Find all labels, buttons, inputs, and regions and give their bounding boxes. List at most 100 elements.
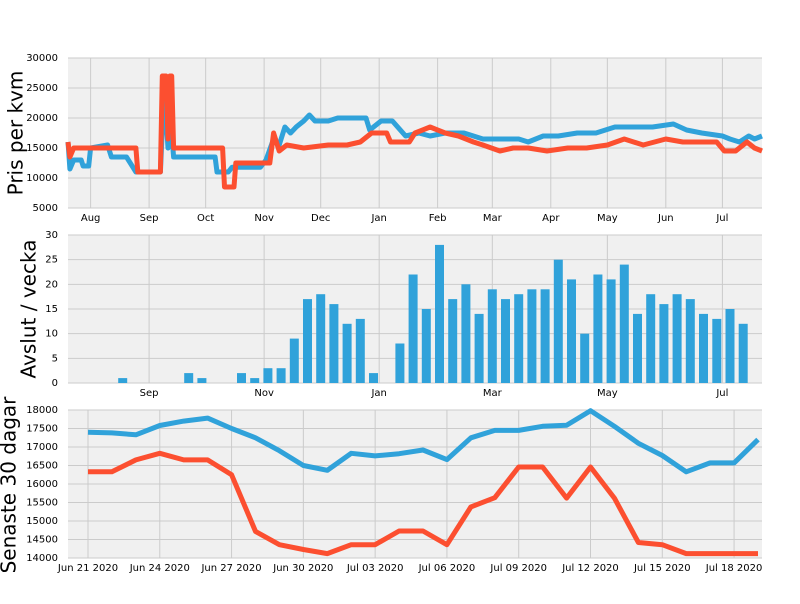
y-tick-label: 0 xyxy=(52,378,58,389)
series-group xyxy=(87,408,760,557)
bar xyxy=(329,304,339,383)
bar xyxy=(369,373,378,383)
x-tick-label: Dec xyxy=(311,213,330,224)
chart-last-30-days: 14000 14500 15000 15500 16000 16500 17000 17500… xyxy=(0,396,762,574)
bar xyxy=(540,289,550,383)
x-tick-labels: Sep Nov Jan Mar May Jul xyxy=(140,388,729,399)
y-tick-label: 17000 xyxy=(26,442,58,453)
bar xyxy=(395,343,405,383)
x-tick-label: Jul 09 2020 xyxy=(489,563,547,574)
x-tick-label: Jul 12 2020 xyxy=(561,563,619,574)
y-tick-label: 30000 xyxy=(26,53,58,64)
y-tick-labels: 0 5 10 15 20 25 30 xyxy=(45,230,58,389)
y-axis-label: Avslut / vecka xyxy=(17,240,41,379)
x-tick-label: Jul 18 2020 xyxy=(705,563,763,574)
bar xyxy=(606,279,616,383)
y-tick-label: 20 xyxy=(45,279,58,290)
grid xyxy=(68,409,762,559)
bar xyxy=(316,294,326,383)
y-tick-labels: 5000 10000 15000 20000 25000 30000 xyxy=(26,53,58,214)
x-tick-label: Jan xyxy=(370,388,386,399)
bar xyxy=(421,309,431,383)
series-line-0 xyxy=(87,408,760,475)
bar xyxy=(527,289,537,383)
bar xyxy=(184,373,194,383)
y-tick-label: 30 xyxy=(45,230,58,241)
bar xyxy=(738,323,748,383)
y-tick-label: 15500 xyxy=(26,498,58,509)
bar xyxy=(118,378,128,383)
y-tick-label: 14500 xyxy=(26,535,58,546)
bar xyxy=(646,294,656,383)
bar xyxy=(553,259,563,383)
x-tick-label: Jun 30 2020 xyxy=(272,563,333,574)
y-tick-label: 5000 xyxy=(33,203,58,214)
x-tick-label: Oct xyxy=(197,213,214,224)
bar xyxy=(699,313,708,383)
bar xyxy=(580,333,590,383)
x-tick-label: May xyxy=(597,213,618,224)
bar xyxy=(685,299,695,383)
x-tick-label: Nov xyxy=(254,388,274,399)
x-tick-label: Jul 03 2020 xyxy=(346,563,404,574)
bar xyxy=(408,274,418,383)
y-tick-label: 20000 xyxy=(26,113,58,124)
x-tick-label: Jan xyxy=(370,213,386,224)
series-line-1 xyxy=(65,73,763,190)
x-tick-label: Jun 21 2020 xyxy=(57,563,118,574)
bar xyxy=(659,304,669,383)
x-tick-label: Jul 06 2020 xyxy=(418,563,476,574)
bar xyxy=(474,313,484,383)
x-tick-label: Nov xyxy=(254,213,274,224)
x-tick-label: Jul xyxy=(715,213,728,224)
y-tick-label: 16000 xyxy=(26,479,58,490)
y-tick-label: 18000 xyxy=(26,405,58,416)
y-tick-label: 10000 xyxy=(26,173,58,184)
bar xyxy=(633,313,642,383)
bar xyxy=(303,299,312,383)
x-tick-label: Apr xyxy=(542,213,560,224)
x-tick-label: Jun xyxy=(657,213,674,224)
bar xyxy=(448,299,458,383)
chart-price-per-sqm: 5000 10000 15000 20000 25000 30000 Aug Sep Oct N… xyxy=(4,53,763,224)
bar xyxy=(263,368,273,383)
bar xyxy=(672,294,682,383)
bar xyxy=(250,378,260,383)
bar xyxy=(725,309,735,383)
bar xyxy=(567,279,576,383)
bars-group xyxy=(118,244,748,383)
y-tick-label: 25000 xyxy=(26,83,58,94)
bar xyxy=(501,299,510,383)
y-tick-label: 14000 xyxy=(26,553,58,564)
y-axis-label: Senaste 30 dagar xyxy=(0,396,21,574)
x-tick-label: Mar xyxy=(483,213,503,224)
chart-deals-per-week: 0 5 10 15 20 25 30 Sep Nov Jan Mar May Jul Avslut /… xyxy=(17,230,762,399)
x-tick-label: Mar xyxy=(483,388,503,399)
x-tick-labels: Aug Sep Oct Nov Dec Jan Feb Mar Apr May Jun Jul xyxy=(81,213,729,224)
y-tick-label: 10 xyxy=(45,329,58,340)
bar xyxy=(342,323,352,383)
x-tick-label: May xyxy=(597,388,618,399)
bar xyxy=(619,264,629,383)
y-tick-label: 15000 xyxy=(26,516,58,527)
y-tick-label: 5 xyxy=(52,353,58,364)
bar xyxy=(276,368,286,383)
bar xyxy=(237,373,246,383)
bar xyxy=(289,338,299,383)
x-tick-label: Feb xyxy=(429,213,447,224)
x-tick-label: Sep xyxy=(140,213,159,224)
bar xyxy=(197,378,207,383)
series-group xyxy=(65,73,763,190)
y-tick-label: 15000 xyxy=(26,143,58,154)
series-line-1 xyxy=(88,450,758,557)
bar xyxy=(514,294,524,383)
x-tick-label: Jun 27 2020 xyxy=(200,563,261,574)
x-tick-label: Jun 24 2020 xyxy=(129,563,190,574)
y-tick-label: 25 xyxy=(45,255,58,266)
x-tick-label: Jul 15 2020 xyxy=(633,563,691,574)
x-tick-label: Jul xyxy=(715,388,728,399)
x-tick-labels: Jun 21 2020 Jun 24 2020 Jun 27 2020 Jun 30 … xyxy=(57,563,762,574)
y-tick-label: 16500 xyxy=(26,461,58,472)
